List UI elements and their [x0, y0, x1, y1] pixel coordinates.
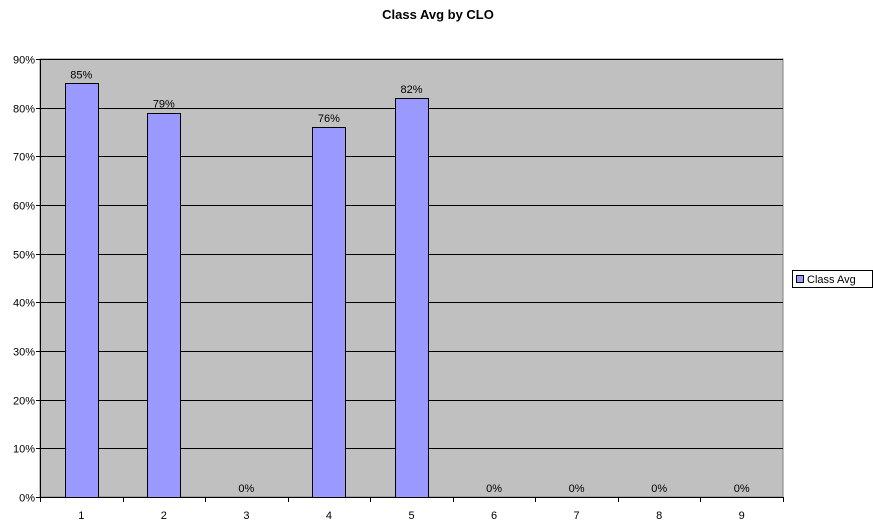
y-tick-label: 10% — [13, 444, 35, 456]
data-label: 0% — [734, 483, 750, 495]
data-label: 82% — [400, 84, 422, 96]
x-axis: 1 2 3 4 5 6 7 8 9 — [40, 497, 784, 522]
bars — [65, 83, 429, 498]
data-labels: 85% 79% 0% 76% 82% 0% 0% 0% 0% — [70, 69, 750, 495]
y-tick-label: 80% — [13, 104, 35, 116]
legend-label: Class Avg — [807, 274, 856, 286]
bar — [312, 127, 346, 498]
data-label: 0% — [486, 483, 502, 495]
x-tick-label: 4 — [326, 510, 332, 522]
y-tick-label: 50% — [13, 250, 35, 262]
x-tick-label: 5 — [408, 510, 414, 522]
data-label: 0% — [569, 483, 585, 495]
bar — [65, 83, 99, 498]
y-tick-label: 30% — [13, 347, 35, 359]
data-label: 79% — [153, 99, 175, 111]
bar — [147, 113, 181, 498]
y-tick-label: 70% — [13, 152, 35, 164]
y-tick-label: 60% — [13, 201, 35, 213]
y-tick-label: 20% — [13, 396, 35, 408]
x-tick-label: 3 — [243, 510, 249, 522]
y-tick-label: 90% — [13, 55, 35, 67]
x-tick-label: 8 — [656, 510, 662, 522]
y-tick-label: 40% — [13, 298, 35, 310]
x-tick-label: 9 — [739, 510, 745, 522]
data-label: 0% — [238, 483, 254, 495]
y-tick-label: 0% — [19, 493, 35, 505]
x-tick-label: 7 — [574, 510, 580, 522]
data-label: 76% — [318, 113, 340, 125]
chart-title: Class Avg by CLO — [382, 7, 494, 22]
x-tick-label: 2 — [161, 510, 167, 522]
data-label: 85% — [70, 69, 92, 81]
legend: Class Avg — [792, 270, 873, 288]
bar — [395, 98, 429, 498]
legend-swatch — [796, 275, 804, 283]
x-tick-label: 1 — [78, 510, 84, 522]
y-axis: 0% 10% 20% 30% 40% 50% 60% 70% 80% 90% — [13, 55, 41, 505]
x-tick-label: 6 — [491, 510, 497, 522]
data-label: 0% — [651, 483, 667, 495]
